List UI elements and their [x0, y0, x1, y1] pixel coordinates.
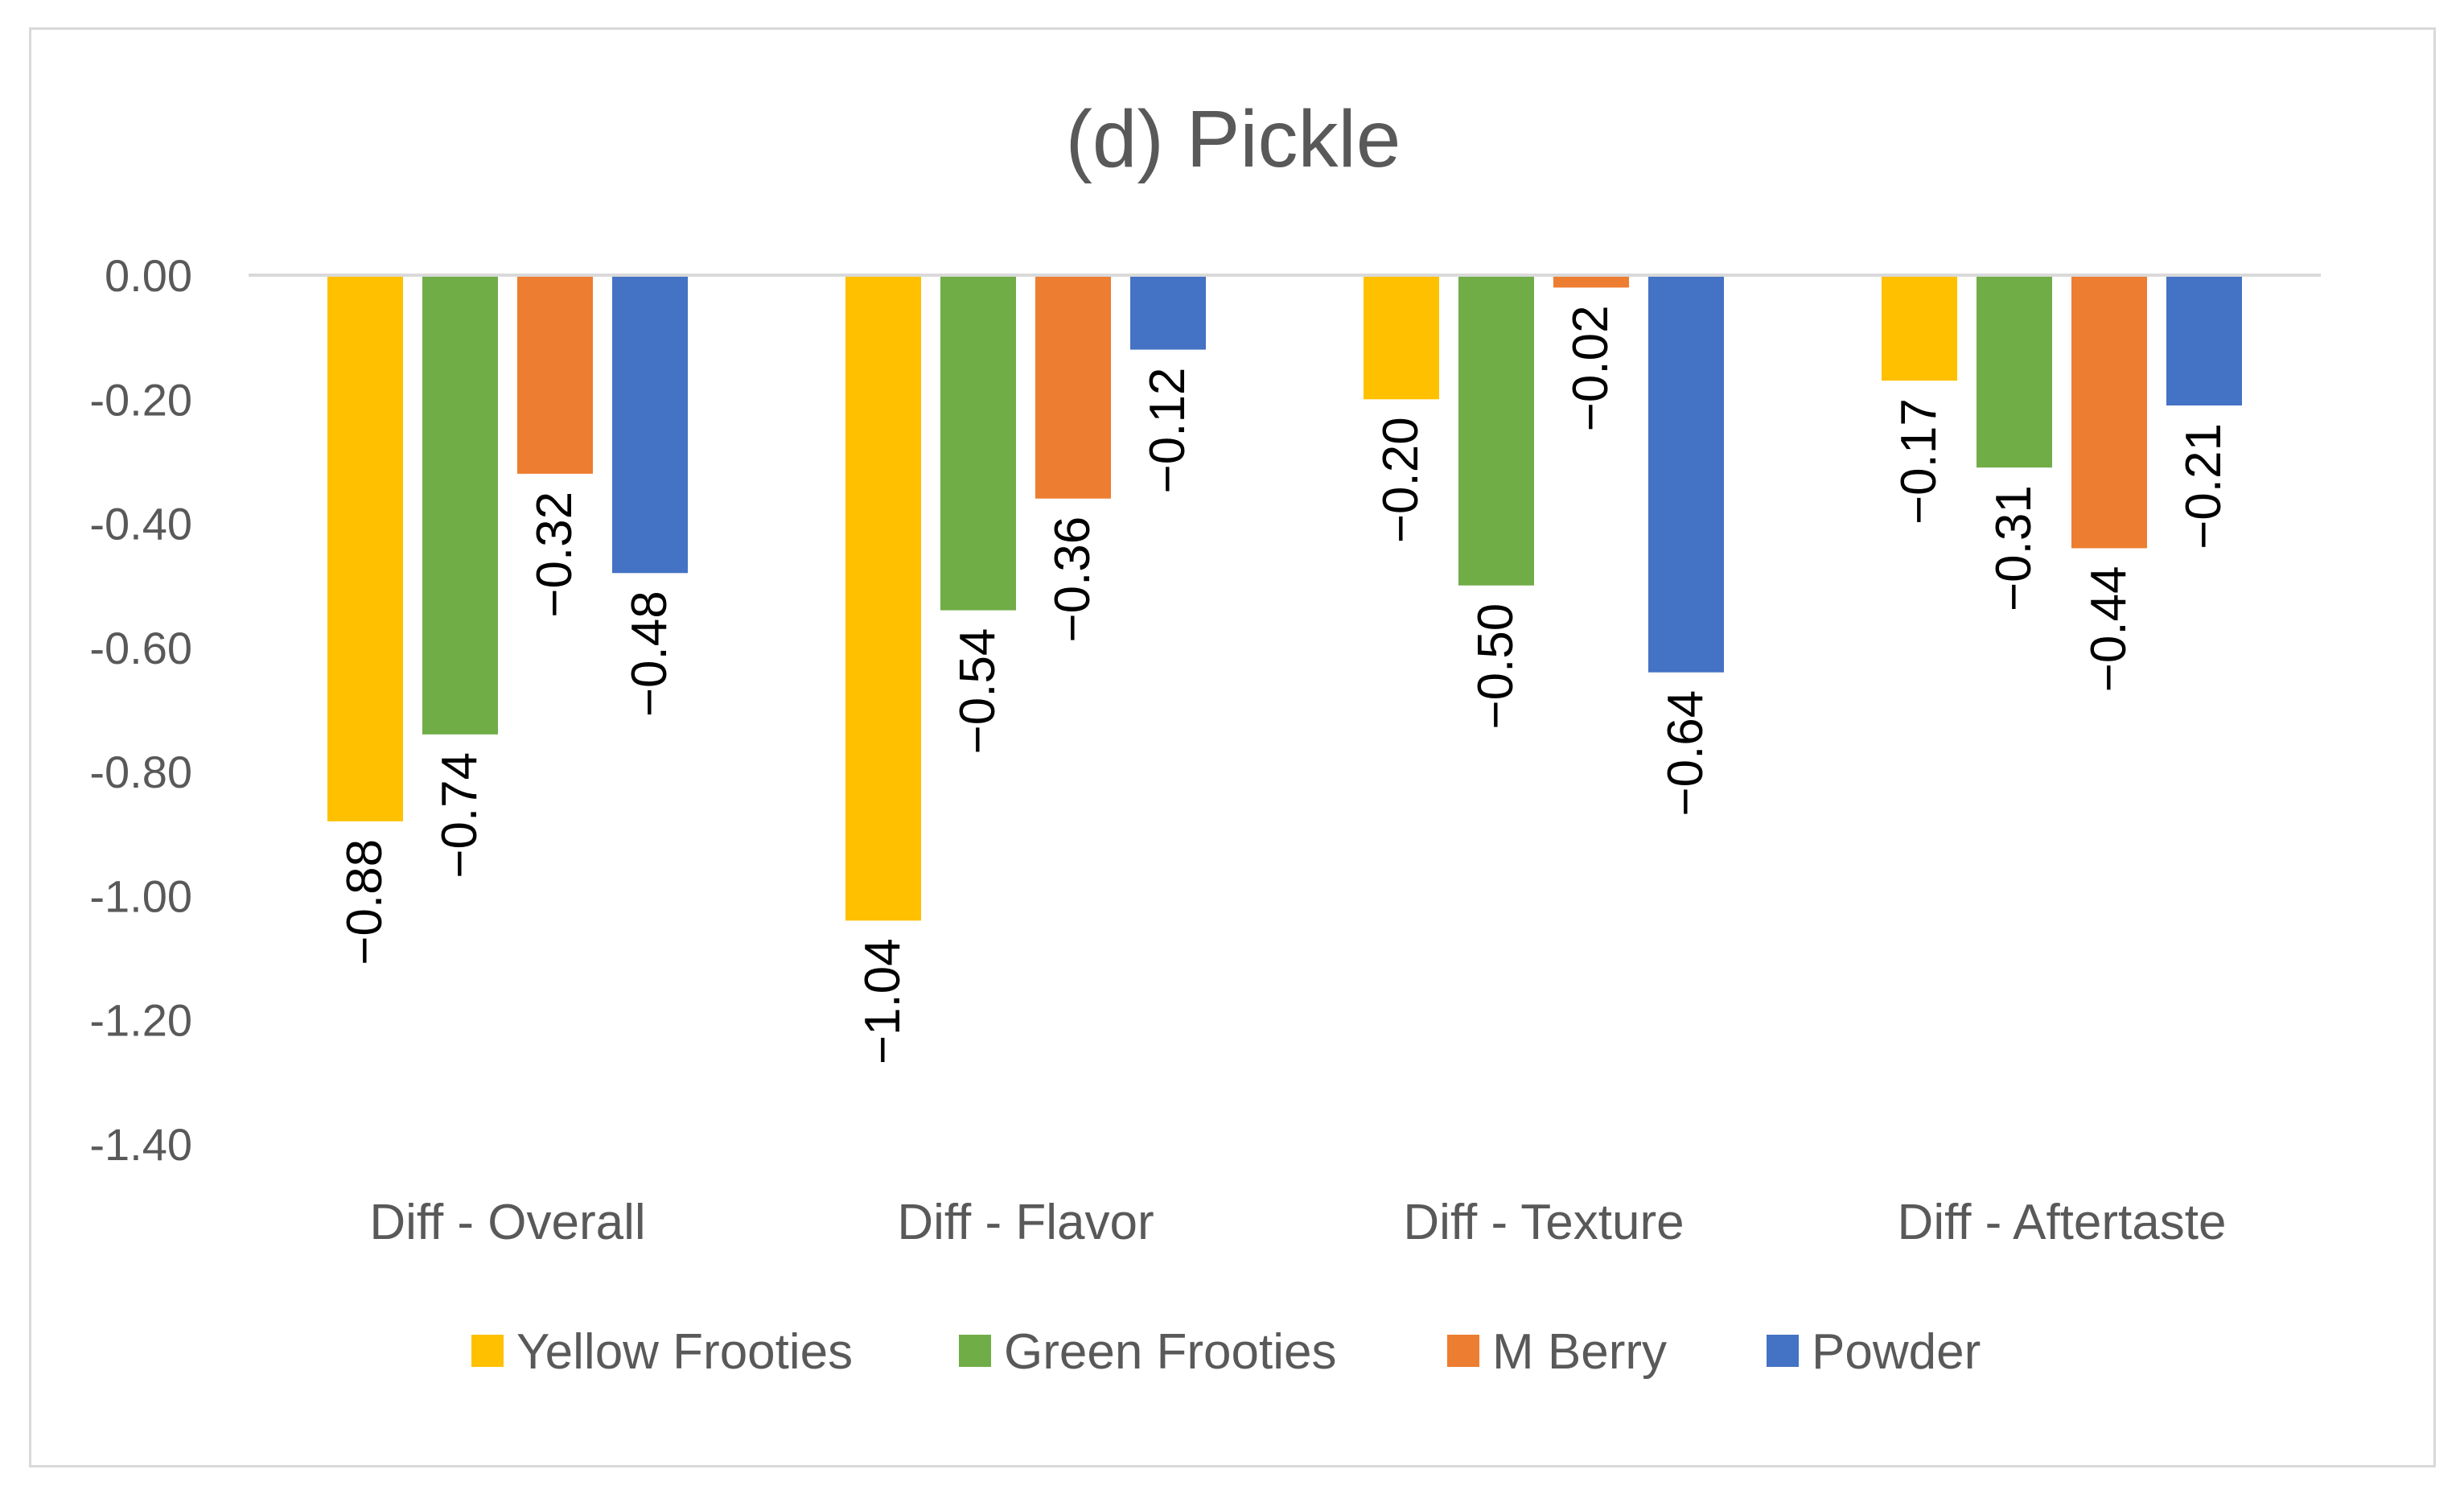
- bar-yellow-frooties: [1882, 275, 1957, 381]
- bar-chart: (d) Pickle 0.00 -0.20 -0.40 -0.60 -0.80 -1.00…: [89, 94, 2321, 1380]
- bar-green-frooties: [940, 275, 1016, 611]
- x-category-label: Diff - Flavor: [897, 1195, 1154, 1250]
- legend-swatch: [959, 1335, 991, 1367]
- data-label: −0.64: [1658, 690, 1713, 817]
- data-label: −0.44: [2081, 566, 2137, 692]
- data-label: −0.32: [527, 492, 582, 618]
- y-tick-label: -1.00: [89, 870, 192, 921]
- bar-m-berry: [517, 275, 593, 474]
- y-tick-label: -1.40: [89, 1119, 192, 1170]
- data-label: −1.04: [855, 938, 911, 1064]
- bar-yellow-frooties: [845, 275, 921, 921]
- data-label: −0.21: [2176, 423, 2232, 549]
- y-tick-label: -0.40: [89, 499, 192, 549]
- data-label: −0.88: [337, 839, 393, 965]
- bars: [327, 275, 2242, 921]
- bar-powder: [1648, 275, 1724, 673]
- data-label: −0.54: [950, 628, 1006, 755]
- legend: Yellow Frooties Green Frooties M Berry Powd…: [471, 1324, 1981, 1380]
- data-label: −0.12: [1140, 368, 1195, 494]
- y-tick-label: -0.60: [89, 623, 192, 673]
- bar-powder: [1130, 275, 1206, 350]
- data-label: −0.31: [1986, 485, 2042, 611]
- bar-yellow-frooties: [327, 275, 403, 821]
- bar-m-berry: [1553, 275, 1629, 288]
- bar-powder: [2166, 275, 2242, 405]
- x-axis-categories: Diff - Overall Diff - Flavor Diff - Textur…: [369, 1195, 2226, 1250]
- y-tick-label: -1.20: [89, 995, 192, 1046]
- y-tick-label: 0.00: [105, 250, 192, 301]
- x-category-label: Diff - Texture: [1403, 1195, 1684, 1250]
- data-labels: −0.88 −0.74 −0.32 −0.48 −1.04 −0.54 −0.36 −0.12…: [337, 305, 2232, 1064]
- data-label: −0.02: [1563, 305, 1619, 431]
- bar-green-frooties: [1458, 275, 1534, 586]
- legend-label: Yellow Frooties: [516, 1324, 853, 1380]
- data-label: −0.48: [622, 591, 677, 717]
- legend-swatch: [471, 1335, 504, 1367]
- data-label: −0.17: [1891, 398, 1947, 525]
- legend-label: Powder: [1812, 1324, 1981, 1380]
- data-label: −0.74: [432, 752, 487, 879]
- bar-powder: [612, 275, 688, 574]
- legend-label: Green Frooties: [1004, 1324, 1337, 1380]
- y-tick-label: -0.80: [89, 747, 192, 797]
- data-label: −0.36: [1045, 517, 1100, 643]
- chart-frame: (d) Pickle 0.00 -0.20 -0.40 -0.60 -0.80 -1.00…: [29, 27, 2436, 1467]
- y-tick-label: -0.20: [89, 374, 192, 425]
- data-label: −0.50: [1468, 603, 1524, 730]
- x-category-label: Diff - Overall: [369, 1195, 645, 1250]
- y-axis: 0.00 -0.20 -0.40 -0.60 -0.80 -1.00 -1.20 -1.40: [89, 250, 192, 1170]
- data-label: −0.20: [1373, 417, 1429, 543]
- bar-green-frooties: [422, 275, 498, 735]
- legend-swatch: [1767, 1335, 1799, 1367]
- bar-green-frooties: [1977, 275, 2052, 468]
- bar-m-berry: [2071, 275, 2147, 549]
- legend-swatch: [1447, 1335, 1479, 1367]
- legend-label: M Berry: [1492, 1324, 1667, 1380]
- x-category-label: Diff - Aftertaste: [1898, 1195, 2227, 1250]
- bar-yellow-frooties: [1364, 275, 1439, 400]
- chart-title: (d) Pickle: [1066, 94, 1401, 184]
- bar-m-berry: [1035, 275, 1111, 499]
